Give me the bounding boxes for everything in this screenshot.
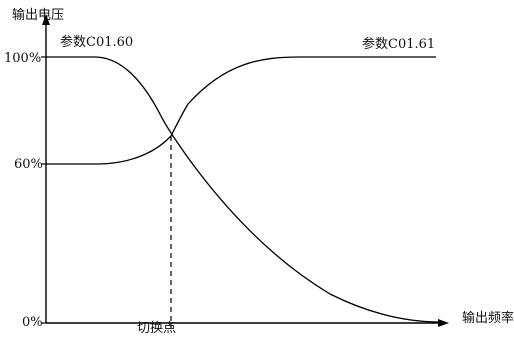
x-axis-label: 输出频率 bbox=[462, 311, 514, 326]
y-tick-100: 100% bbox=[4, 51, 42, 66]
y-tick-60: 60% bbox=[14, 157, 43, 172]
curve-label-c0161: 参数C01.61 bbox=[362, 37, 436, 52]
curve-label-c0160: 参数C01.60 bbox=[60, 35, 134, 50]
curve-c0161 bbox=[46, 56, 436, 165]
switch-point-label: 切换点 bbox=[137, 321, 177, 336]
x-axis-arrow bbox=[438, 319, 449, 327]
curve-c0160 bbox=[46, 56, 441, 323]
y-tick-0: 0% bbox=[22, 315, 43, 330]
y-axis-arrow bbox=[42, 14, 50, 25]
y-axis-label: 输出电压 bbox=[12, 8, 65, 23]
